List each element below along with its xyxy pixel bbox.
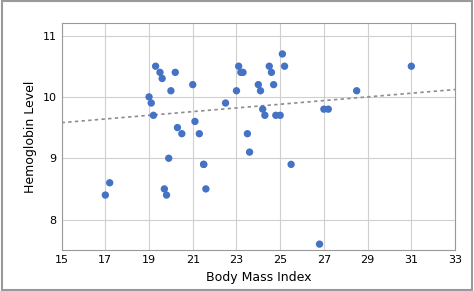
- Point: [165, 156, 173, 161]
- Point: [101, 193, 109, 197]
- Point: [158, 76, 166, 81]
- Point: [172, 70, 179, 75]
- Point: [265, 64, 273, 69]
- Point: [279, 52, 286, 56]
- X-axis label: Body Mass Index: Body Mass Index: [206, 271, 311, 284]
- Point: [178, 131, 186, 136]
- Point: [237, 70, 245, 75]
- Point: [276, 113, 284, 118]
- Point: [246, 150, 254, 155]
- Point: [353, 88, 360, 93]
- Point: [287, 162, 295, 167]
- Point: [320, 107, 328, 111]
- Point: [259, 107, 266, 111]
- Point: [316, 242, 323, 246]
- Point: [202, 187, 210, 191]
- Point: [200, 162, 208, 167]
- Point: [163, 193, 170, 197]
- Point: [233, 88, 240, 93]
- Point: [270, 82, 277, 87]
- Point: [408, 64, 415, 69]
- Y-axis label: Hemoglobin Level: Hemoglobin Level: [24, 81, 37, 193]
- Point: [257, 88, 264, 93]
- Point: [195, 131, 203, 136]
- Point: [173, 125, 181, 130]
- Point: [325, 107, 332, 111]
- Point: [147, 101, 155, 105]
- Point: [239, 70, 247, 75]
- Point: [150, 113, 157, 118]
- Point: [235, 64, 242, 69]
- Point: [152, 64, 159, 69]
- Point: [200, 162, 208, 167]
- Point: [268, 70, 275, 75]
- Point: [145, 95, 153, 99]
- Point: [244, 131, 251, 136]
- Point: [255, 82, 262, 87]
- Point: [272, 113, 280, 118]
- Point: [261, 113, 269, 118]
- Point: [222, 101, 229, 105]
- Point: [281, 64, 288, 69]
- Point: [106, 180, 113, 185]
- Point: [189, 82, 197, 87]
- Point: [161, 187, 168, 191]
- Point: [167, 88, 175, 93]
- Point: [156, 70, 164, 75]
- Point: [191, 119, 199, 124]
